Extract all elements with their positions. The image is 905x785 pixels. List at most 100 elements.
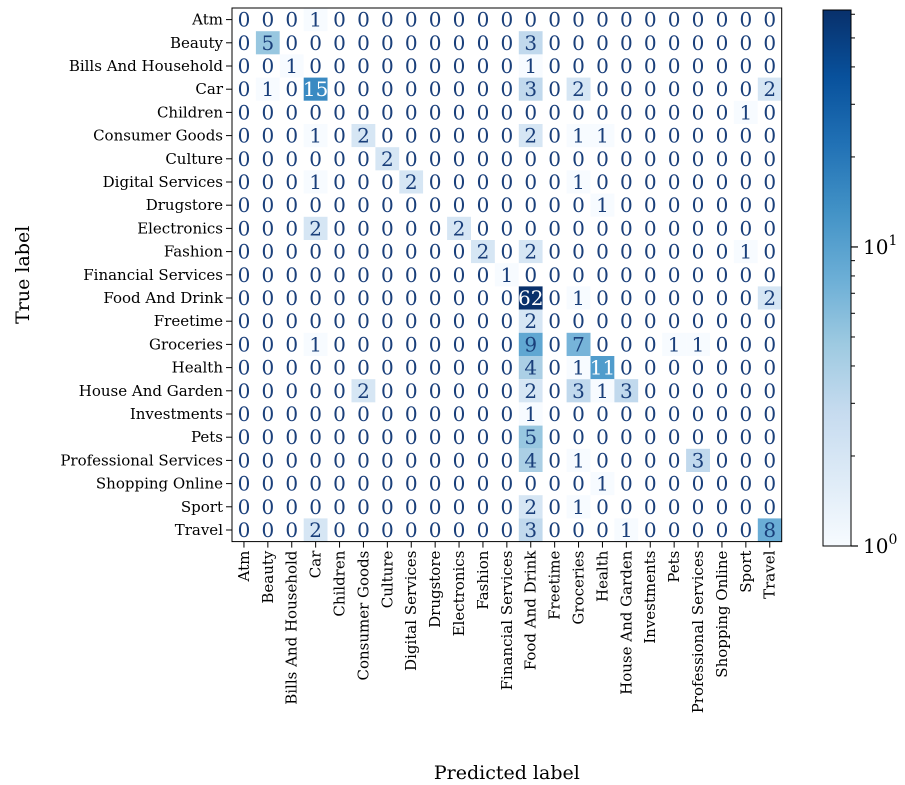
cell-value: 0 [357, 31, 370, 55]
matrix-cell [375, 31, 400, 55]
cell-value: 0 [429, 54, 442, 78]
cell-value: 0 [381, 356, 394, 380]
cell-value: 0 [405, 518, 418, 542]
cell-value: 0 [333, 495, 346, 519]
cell-value: 0 [739, 54, 752, 78]
matrix-cell [566, 286, 591, 310]
cell-value: 0 [357, 332, 370, 356]
cell-value: 0 [333, 100, 346, 124]
matrix-cell [566, 124, 591, 148]
matrix-cell [279, 309, 304, 333]
matrix-cell [518, 240, 543, 264]
cell-value: 0 [572, 472, 585, 496]
cell-value: 0 [739, 31, 752, 55]
matrix-cell [447, 379, 471, 403]
cell-value: 0 [285, 402, 298, 426]
matrix-cell [638, 124, 663, 148]
y-tick-label: Bills And Household [69, 57, 224, 75]
matrix-cell [590, 8, 615, 32]
matrix-cell [686, 100, 710, 124]
matrix-cell [232, 379, 256, 403]
matrix-cell [518, 263, 543, 287]
cell-value: 2 [477, 240, 490, 264]
cell-value: 1 [596, 124, 609, 148]
cell-value: 0 [668, 193, 681, 217]
matrix-cell [686, 170, 710, 194]
cell-value: 0 [524, 216, 537, 240]
cell-value: 1 [309, 170, 322, 194]
cell-value: 4 [524, 356, 537, 380]
matrix-cell [614, 309, 639, 333]
matrix-cell [518, 495, 543, 519]
cell-value: 0 [692, 425, 705, 449]
matrix-cell [542, 8, 567, 32]
matrix-cell [733, 472, 758, 496]
matrix-cell [255, 448, 280, 472]
cell-value: 0 [357, 472, 370, 496]
cell-value: 0 [405, 263, 418, 287]
cell-value: 0 [548, 193, 561, 217]
matrix-cell [399, 124, 424, 148]
cell-value: 0 [763, 240, 776, 264]
cell-value: 0 [261, 472, 274, 496]
matrix-cell [327, 356, 352, 380]
matrix-cell [566, 240, 591, 264]
cell-value: 0 [548, 240, 561, 264]
matrix-cell [351, 31, 376, 55]
matrix-cell [590, 379, 615, 403]
cell-value: 0 [500, 147, 513, 171]
matrix-cell [757, 170, 782, 194]
cell-value: 0 [429, 425, 442, 449]
cell-value: 0 [309, 100, 322, 124]
cell-value: 0 [548, 379, 561, 403]
cell-value: 0 [429, 286, 442, 310]
cell-value: 2 [381, 147, 394, 171]
cell-value: 0 [692, 31, 705, 55]
matrix-cell [471, 402, 495, 426]
matrix-cell [255, 240, 280, 264]
matrix-cell [375, 54, 400, 78]
cell-value: 1 [285, 54, 298, 78]
cell-value: 0 [261, 379, 274, 403]
matrix-cell [279, 286, 304, 310]
matrix-cell [494, 309, 519, 333]
matrix-cell [494, 147, 519, 171]
cell-value: 0 [238, 402, 251, 426]
matrix-cell [255, 54, 280, 78]
cell-value: 0 [716, 379, 729, 403]
cell-value: 1 [524, 402, 537, 426]
matrix-cell [638, 8, 663, 32]
matrix-cell [710, 170, 734, 194]
cell-value: 0 [309, 356, 322, 380]
cell-value: 0 [405, 54, 418, 78]
matrix-cell [447, 170, 471, 194]
matrix-cell [638, 193, 663, 217]
matrix-cell [471, 193, 495, 217]
matrix-cell [399, 8, 424, 32]
matrix-cell [255, 472, 280, 496]
matrix-cell [757, 425, 782, 449]
cell-value: 0 [309, 31, 322, 55]
matrix-cell [303, 54, 328, 78]
matrix-cell [471, 309, 495, 333]
cell-value: 0 [238, 124, 251, 148]
matrix-cell [710, 31, 734, 55]
matrix-cell [590, 332, 615, 356]
matrix-cell [494, 495, 519, 519]
matrix-cell [614, 193, 639, 217]
cell-value: 0 [238, 100, 251, 124]
cell-value: 1 [739, 100, 752, 124]
cell-value: 0 [285, 309, 298, 333]
matrix-cell [662, 240, 687, 264]
matrix-cell [399, 518, 424, 542]
matrix-cell [351, 170, 376, 194]
matrix-cell [733, 425, 758, 449]
matrix-cell [662, 448, 687, 472]
matrix-cell [327, 448, 352, 472]
matrix-cell [232, 240, 256, 264]
matrix-cell [232, 100, 256, 124]
cell-value: 1 [620, 518, 633, 542]
cell-value: 0 [381, 77, 394, 101]
cell-value: 0 [453, 124, 466, 148]
matrix-cell [614, 472, 639, 496]
